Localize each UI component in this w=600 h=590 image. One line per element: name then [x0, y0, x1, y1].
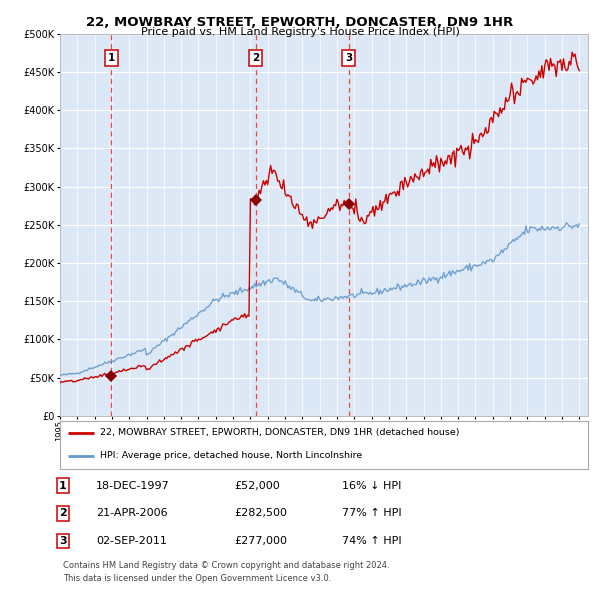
Text: 2: 2: [252, 53, 259, 63]
Text: £282,500: £282,500: [234, 509, 287, 518]
Text: 02-SEP-2011: 02-SEP-2011: [96, 536, 167, 546]
Text: £277,000: £277,000: [234, 536, 287, 546]
Text: 3: 3: [59, 536, 67, 546]
Text: 1: 1: [59, 481, 67, 490]
Text: Price paid vs. HM Land Registry's House Price Index (HPI): Price paid vs. HM Land Registry's House …: [140, 27, 460, 37]
Text: 22, MOWBRAY STREET, EPWORTH, DONCASTER, DN9 1HR (detached house): 22, MOWBRAY STREET, EPWORTH, DONCASTER, …: [100, 428, 459, 437]
Text: 1: 1: [107, 53, 115, 63]
Text: 18-DEC-1997: 18-DEC-1997: [96, 481, 170, 490]
Text: 21-APR-2006: 21-APR-2006: [96, 509, 167, 518]
Text: Contains HM Land Registry data © Crown copyright and database right 2024.: Contains HM Land Registry data © Crown c…: [63, 561, 389, 570]
Text: 16% ↓ HPI: 16% ↓ HPI: [342, 481, 401, 490]
Text: 22, MOWBRAY STREET, EPWORTH, DONCASTER, DN9 1HR: 22, MOWBRAY STREET, EPWORTH, DONCASTER, …: [86, 16, 514, 29]
Text: 74% ↑ HPI: 74% ↑ HPI: [342, 536, 401, 546]
Text: £52,000: £52,000: [234, 481, 280, 490]
Text: This data is licensed under the Open Government Licence v3.0.: This data is licensed under the Open Gov…: [63, 574, 331, 583]
Text: HPI: Average price, detached house, North Lincolnshire: HPI: Average price, detached house, Nort…: [100, 451, 362, 460]
Text: 2: 2: [59, 509, 67, 518]
Text: 3: 3: [345, 53, 352, 63]
Text: 77% ↑ HPI: 77% ↑ HPI: [342, 509, 401, 518]
